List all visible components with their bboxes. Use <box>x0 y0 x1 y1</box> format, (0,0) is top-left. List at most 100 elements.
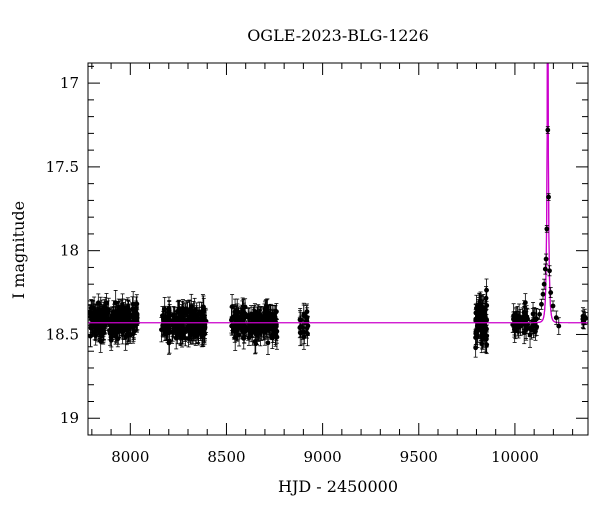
y-tick-label: 17.5 <box>46 158 79 176</box>
data-point <box>482 314 487 320</box>
data-point <box>233 326 238 332</box>
data-point <box>185 308 190 314</box>
data-point <box>546 194 551 200</box>
data-point <box>162 306 168 312</box>
data-point <box>127 319 133 325</box>
x-axis-title: HJD - 2450000 <box>278 477 398 496</box>
data-point <box>191 311 197 316</box>
data-point <box>93 311 98 317</box>
data-point <box>245 314 251 320</box>
data-point <box>265 340 271 346</box>
y-tick-label: 19 <box>60 409 79 427</box>
data-point <box>484 333 490 339</box>
data-point <box>160 313 165 319</box>
plot-area <box>88 63 588 358</box>
data-point <box>134 316 139 322</box>
data-point <box>262 326 267 332</box>
data-point <box>113 334 119 339</box>
data-point <box>255 312 260 318</box>
data-point <box>304 325 310 331</box>
data-point <box>173 335 179 341</box>
data-point <box>242 328 248 334</box>
data-point <box>521 310 527 316</box>
data-point <box>95 300 101 306</box>
x-tick-label: 9500 <box>400 448 438 466</box>
data-point <box>255 326 261 331</box>
data-point <box>304 309 310 315</box>
data-point <box>101 315 107 320</box>
data-point <box>479 334 485 340</box>
data-point <box>544 226 550 232</box>
x-tick-label: 8000 <box>111 448 149 466</box>
y-tick-label: 18.5 <box>46 325 79 343</box>
data-point <box>125 327 131 333</box>
data-point <box>270 332 276 337</box>
axis-ticks: 8000 8500 9000 9500 10000 17 17.5 18 18.5 19 <box>46 63 588 466</box>
model-curve <box>88 63 588 324</box>
data-point <box>107 331 113 336</box>
data-point <box>108 337 114 343</box>
data-point <box>541 281 547 287</box>
y-axis-title: I magnitude <box>9 201 28 299</box>
data-point <box>111 309 117 315</box>
data-point <box>537 311 542 317</box>
data-point <box>534 324 540 330</box>
data-point <box>511 316 516 322</box>
data-point <box>266 318 272 324</box>
data-point <box>109 316 114 322</box>
data-point <box>123 334 129 340</box>
y-tick-label: 17 <box>60 74 79 92</box>
data-point <box>476 308 482 314</box>
data-point <box>273 323 279 329</box>
data-point <box>240 324 246 330</box>
chart-title: OGLE-2023-BLG-1226 <box>247 26 429 45</box>
data-point <box>127 332 133 338</box>
data-point <box>106 307 112 312</box>
data-point <box>531 319 537 325</box>
data-point <box>98 338 104 344</box>
data-point <box>202 324 208 330</box>
model-curve-peak <box>537 63 558 324</box>
data-point <box>515 314 520 319</box>
data-point <box>298 324 304 329</box>
data-point <box>583 315 588 321</box>
data-point <box>268 323 274 329</box>
data-point <box>543 256 549 262</box>
data-point <box>525 316 530 322</box>
data-point <box>272 310 278 316</box>
data-point <box>257 317 263 323</box>
data-point <box>254 332 260 337</box>
data-point <box>548 290 554 295</box>
data-point <box>166 327 172 333</box>
x-tick-label: 8500 <box>207 448 245 466</box>
data-point <box>189 315 195 321</box>
data-point <box>297 317 303 323</box>
data-point <box>199 315 205 321</box>
data-point <box>553 315 559 321</box>
data-point <box>246 335 252 341</box>
data-point <box>120 330 126 335</box>
plot-frame <box>87 62 589 436</box>
data-point <box>171 326 177 332</box>
data-point <box>550 303 556 309</box>
data-point <box>119 316 125 322</box>
data-point <box>239 311 245 317</box>
data-point <box>301 313 307 319</box>
data-point <box>96 316 102 321</box>
x-tick-label: 10000 <box>491 448 539 466</box>
data-point <box>484 303 490 308</box>
data-point <box>114 316 120 322</box>
data-point <box>545 127 551 133</box>
data-point <box>180 305 186 311</box>
data-point <box>120 303 125 308</box>
data-point <box>540 291 546 297</box>
data-point <box>547 268 552 274</box>
data-point <box>175 309 181 315</box>
data-point <box>539 301 544 307</box>
data-point <box>200 331 206 337</box>
y-tick-label: 18 <box>60 242 79 260</box>
data-point <box>235 310 240 315</box>
data-point <box>542 266 548 272</box>
